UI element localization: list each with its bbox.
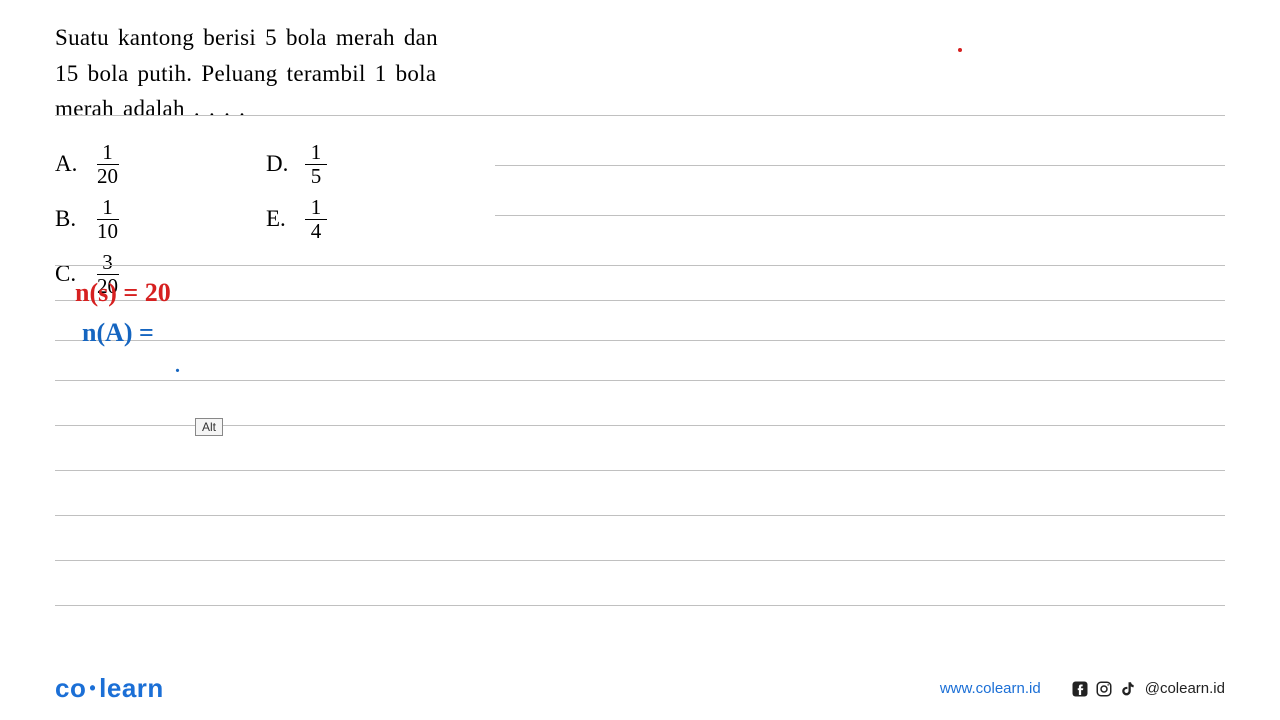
footer-right: www.colearn.id @colearn.id [940, 680, 1225, 698]
brand-logo: co•learn [55, 673, 164, 704]
tiktok-icon [1119, 680, 1137, 698]
ruled-lines [55, 115, 1225, 660]
red-dot-marker [958, 48, 962, 52]
question-text: Suatu kantong berisi 5 bola merah dan 15… [55, 20, 505, 127]
website-url: www.colearn.id [940, 680, 1041, 697]
social-handle: @colearn.id [1145, 680, 1225, 697]
handwritten-blue: n(A) = [82, 318, 154, 348]
handwritten-red: n(s) = 20 [75, 278, 171, 308]
social-links: @colearn.id [1071, 680, 1225, 698]
logo-dot: • [89, 678, 96, 698]
question-line-2: 15 bola putih. Peluang terambil 1 bola [55, 56, 505, 92]
question-line-1: Suatu kantong berisi 5 bola merah dan [55, 20, 505, 56]
blue-dot: . [175, 355, 180, 378]
logo-learn: learn [99, 673, 164, 703]
footer: co•learn www.colearn.id @colearn.id [55, 673, 1225, 704]
alt-key-indicator: Alt [195, 418, 223, 436]
logo-co: co [55, 673, 86, 703]
facebook-icon [1071, 680, 1089, 698]
instagram-icon [1095, 680, 1113, 698]
